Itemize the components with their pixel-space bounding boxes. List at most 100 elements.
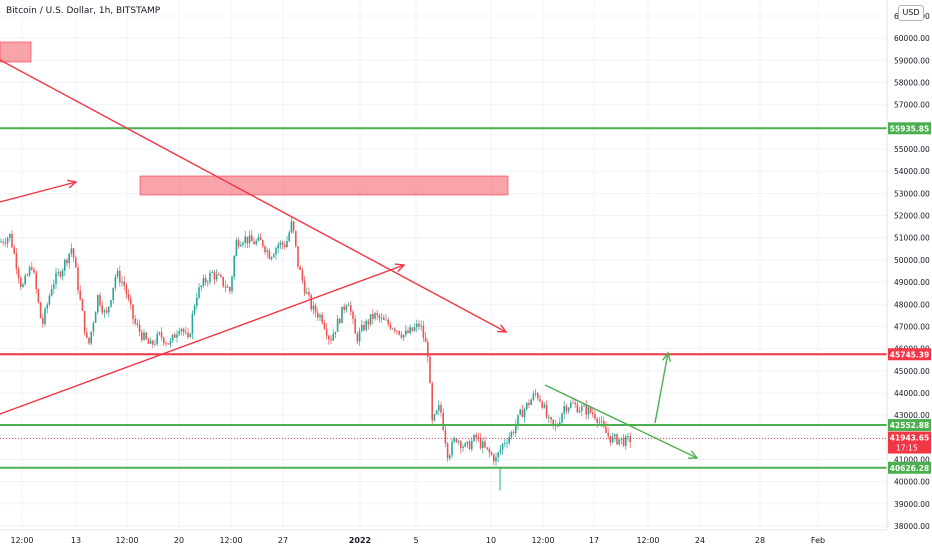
candle-body <box>141 331 143 340</box>
current-price-badge <box>888 431 931 454</box>
candle-body <box>319 314 321 318</box>
candle-body <box>598 421 601 423</box>
candle-body <box>420 325 422 327</box>
candle-body <box>539 398 541 402</box>
candle-body <box>114 276 117 288</box>
candle-body <box>26 275 29 276</box>
candle-body <box>563 406 565 414</box>
candle-body <box>587 407 590 415</box>
candle-body <box>290 221 293 233</box>
candle-body <box>609 435 612 443</box>
resistance-zone[interactable] <box>139 175 509 196</box>
candle-body <box>519 409 521 415</box>
candle-body <box>471 441 473 450</box>
candle-body <box>264 246 266 253</box>
candle-body <box>336 318 339 332</box>
breakout-projection-arrow[interactable] <box>654 352 669 424</box>
x-tick-label: 12:00 <box>636 536 659 545</box>
candle-body <box>165 343 167 345</box>
resistance-zone[interactable] <box>0 41 32 63</box>
time-axis[interactable] <box>0 530 887 550</box>
candle-body <box>482 441 484 448</box>
candle-body <box>244 236 246 243</box>
x-tick-label: 12:00 <box>115 536 138 545</box>
candle-body <box>402 334 405 338</box>
candle-body <box>363 324 365 331</box>
y-tick-label: 55000.00 <box>894 145 930 154</box>
candle-body <box>11 233 13 248</box>
candle-body <box>499 449 502 453</box>
candle-body <box>433 414 436 421</box>
candle-body <box>59 271 62 277</box>
candle-body <box>618 439 620 445</box>
candle-body <box>86 332 88 338</box>
candle-body <box>543 404 546 408</box>
candle-body <box>477 437 480 439</box>
candle-body <box>376 313 378 316</box>
candle-body <box>301 269 304 281</box>
candle-body <box>325 328 328 336</box>
candle-body <box>358 330 361 342</box>
candle-body <box>281 242 284 245</box>
candle-body <box>68 253 70 264</box>
candle-body <box>152 340 154 345</box>
price-level-badge <box>888 348 931 361</box>
candle-body <box>334 331 337 334</box>
candle-body <box>343 306 345 310</box>
candle-body <box>61 270 64 277</box>
candle-body <box>279 242 282 245</box>
candle-body <box>625 436 627 446</box>
candle-body <box>497 452 499 458</box>
candle-body <box>88 337 90 344</box>
candle-body <box>284 244 286 248</box>
candle-body <box>391 328 394 330</box>
candle-body <box>20 277 22 287</box>
candle-body <box>277 244 279 249</box>
candle-body <box>385 319 387 321</box>
candle-body <box>6 238 9 244</box>
candle-body <box>295 230 297 247</box>
candle-body <box>198 287 200 298</box>
candle-body <box>389 324 392 329</box>
downtrend-line-arrow[interactable] <box>0 59 507 333</box>
candle-body <box>297 246 299 267</box>
descending-trendline-arrow[interactable] <box>544 384 698 459</box>
breakout-projection-arrow-head <box>662 351 672 362</box>
candle-body <box>138 324 141 332</box>
price-level-label: 42552.88 <box>890 421 929 430</box>
candle-body <box>103 310 106 313</box>
candle-body <box>2 241 4 243</box>
candle-body <box>422 325 425 338</box>
candle-body <box>33 269 35 273</box>
candle-body <box>552 419 554 425</box>
candle-body <box>457 441 460 443</box>
candle-body <box>46 304 48 309</box>
candle-body <box>394 328 396 331</box>
candle-body <box>233 256 235 277</box>
candle-body <box>224 286 227 288</box>
uptrend-line-arrow[interactable] <box>0 264 405 415</box>
candle-body <box>446 443 449 459</box>
candle-body <box>380 317 383 319</box>
y-tick-label: 41000.00 <box>894 455 930 464</box>
candle-body <box>53 284 55 289</box>
candle-body <box>431 383 433 421</box>
candle-body <box>354 318 356 334</box>
trend-arrow[interactable] <box>0 181 77 203</box>
candle-body <box>66 259 68 264</box>
candle-body <box>396 330 398 332</box>
candle-body <box>438 405 440 411</box>
candle-body <box>187 332 189 338</box>
candle-body <box>541 401 543 408</box>
currency-button[interactable]: USD <box>898 5 924 21</box>
candle-body <box>592 412 594 415</box>
candle-body <box>616 434 618 445</box>
candle-body <box>189 333 191 338</box>
candle-body <box>361 324 363 331</box>
candle-body <box>627 436 629 437</box>
x-tick-label: 12:00 <box>219 536 242 545</box>
chart-title: Bitcoin / U.S. Dollar, 1h, BITSTAMP <box>6 6 161 16</box>
candle-body <box>185 332 187 334</box>
